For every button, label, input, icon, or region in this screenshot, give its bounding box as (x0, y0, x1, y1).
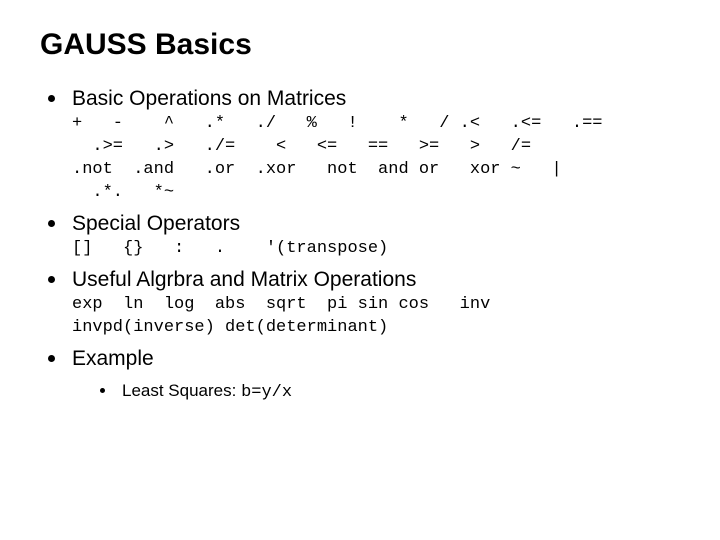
code-block: exp ln log abs sqrt pi sin cos inv invpd… (72, 294, 680, 340)
list-item: Basic Operations on Matrices + - ^ .* ./… (46, 86, 680, 205)
code-block: + - ^ .* ./ % ! * / .< .<= .== .>= .> ./… (72, 113, 680, 205)
list-item: Useful Algrbra and Matrix Operations exp… (46, 267, 680, 340)
slide-title: GAUSS Basics (40, 28, 680, 62)
item-heading: Useful Algrbra and Matrix Operations (72, 267, 680, 292)
item-heading: Example (72, 346, 680, 371)
code-block: [] {} : . '(transpose) (72, 238, 680, 261)
sub-list: Least Squares: b=y/x (72, 381, 680, 402)
bullet-list: Basic Operations on Matrices + - ^ .* ./… (40, 86, 680, 402)
list-item: Example Least Squares: b=y/x (46, 346, 680, 402)
sub-item-label: Least Squares: (122, 381, 241, 400)
list-item: Special Operators [] {} : . '(transpose) (46, 211, 680, 261)
item-heading: Basic Operations on Matrices (72, 86, 680, 111)
sub-item-code: b=y/x (241, 383, 292, 402)
sub-list-item: Least Squares: b=y/x (100, 381, 680, 402)
item-heading: Special Operators (72, 211, 680, 236)
